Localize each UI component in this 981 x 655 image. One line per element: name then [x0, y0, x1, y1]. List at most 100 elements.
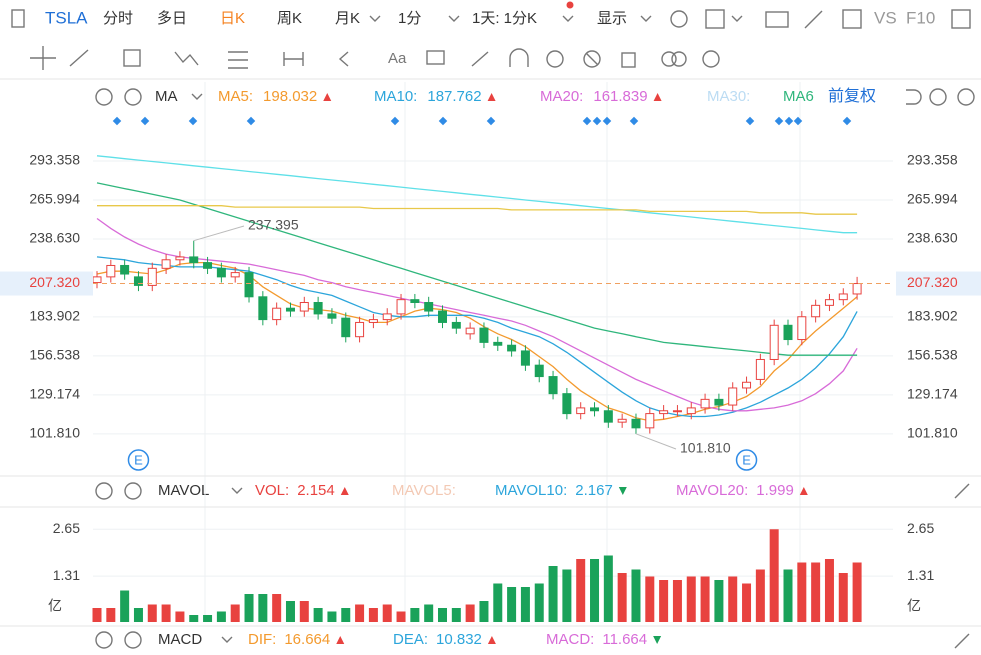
caret	[369, 15, 381, 22]
zoom-out[interactable]	[929, 88, 947, 106]
up-arrow	[323, 93, 332, 101]
candle-body	[659, 410, 669, 415]
indicator-name[interactable]: MACD	[158, 631, 202, 648]
legend-name: MAVOL10:	[495, 482, 567, 499]
volume-bar	[92, 608, 102, 622]
y-tick-label: 1.31	[907, 567, 934, 583]
settings-icon[interactable]	[95, 482, 113, 500]
volume-bar	[203, 615, 213, 622]
candle-body	[714, 398, 724, 406]
up-arrow	[340, 487, 349, 495]
volume-bar	[230, 604, 240, 622]
event-dot	[842, 116, 852, 126]
symbol[interactable]: TSLA	[45, 8, 88, 27]
candle-body	[161, 259, 171, 269]
sidebar-toggle[interactable]	[11, 9, 25, 28]
adjust-mode[interactable]: 前复权	[828, 87, 876, 105]
volume-bar	[824, 559, 834, 622]
candle-body	[175, 256, 185, 261]
indicator-name[interactable]: MAVOL	[158, 482, 209, 499]
volume-bar	[590, 559, 600, 622]
legend-name: MA30:	[707, 88, 750, 105]
badge	[566, 1, 574, 9]
event-dot	[784, 116, 794, 126]
up-arrow	[653, 93, 662, 101]
candle-body	[824, 299, 834, 306]
y-tick-label: 238.630	[29, 230, 80, 246]
panel-icon[interactable]	[951, 9, 971, 29]
settings-icon[interactable]	[95, 631, 113, 649]
event-dot	[793, 116, 803, 126]
display[interactable]: 显示	[597, 10, 627, 27]
tab[interactable]: 日K	[220, 10, 245, 27]
vs[interactable]: VS	[874, 8, 897, 27]
fullscreen-icon[interactable]	[842, 9, 862, 29]
settings-icon[interactable]	[670, 10, 688, 28]
volume-bar	[272, 594, 282, 622]
volume-bar	[355, 604, 365, 622]
candle-body	[534, 364, 544, 378]
range[interactable]: 1天: 1分K	[472, 10, 537, 27]
close-icon[interactable]	[124, 88, 142, 106]
indicator-name[interactable]: MA	[155, 88, 178, 105]
candle-body	[493, 341, 503, 346]
candle-body	[507, 344, 517, 352]
expand-icon[interactable]	[954, 633, 970, 649]
tab[interactable]: 多日	[157, 10, 187, 27]
legend-name: DEA:	[393, 631, 428, 648]
volume-bar	[672, 580, 682, 622]
event-dot	[602, 116, 612, 126]
candle-body	[728, 387, 738, 406]
candle-body	[410, 299, 420, 304]
y-tick-label: 265.994	[907, 191, 958, 207]
svg-text:Aa: Aa	[388, 50, 407, 67]
candle-body	[645, 413, 655, 429]
candle-body	[783, 324, 793, 341]
volume-bar	[755, 569, 765, 622]
candle-body	[230, 272, 240, 278]
y-tick-label: 101.810	[907, 425, 958, 441]
pen-icon[interactable]	[804, 10, 823, 29]
low-label: 101.810	[680, 440, 731, 456]
zoom-in[interactable]	[957, 88, 975, 106]
legend-value: 1.999	[756, 482, 794, 499]
candle-body	[852, 283, 862, 295]
event-dot	[592, 116, 602, 126]
candle-body	[603, 410, 613, 423]
legend-value: 198.032	[263, 88, 317, 105]
candle-body	[631, 418, 641, 429]
y-tick-label: 238.630	[907, 230, 958, 246]
tab[interactable]: 月K	[335, 10, 360, 27]
caret	[731, 15, 743, 22]
candle-body	[755, 358, 765, 380]
close-icon[interactable]	[124, 631, 142, 649]
tab[interactable]: 分时	[103, 10, 133, 27]
volume-bar	[852, 562, 862, 622]
close-icon[interactable]	[124, 482, 142, 500]
tab[interactable]: 周K	[277, 10, 302, 27]
f10[interactable]: F10	[906, 8, 935, 27]
undo-icon[interactable]	[906, 89, 922, 105]
color-icon[interactable]	[705, 9, 725, 29]
y-tick-label: 156.538	[29, 347, 80, 363]
up-arrow	[487, 93, 496, 101]
y-tick-label: 293.358	[29, 152, 80, 168]
volume-bar	[410, 608, 420, 622]
candle-body	[327, 313, 337, 319]
event-dot	[112, 116, 122, 126]
candle-body	[838, 293, 848, 301]
volume-bar	[811, 562, 821, 622]
settings-icon[interactable]	[95, 88, 113, 106]
volume-bar	[258, 594, 268, 622]
interval[interactable]: 1分	[398, 10, 421, 27]
volume-bar	[659, 580, 669, 622]
volume-bar	[493, 583, 503, 622]
camera-icon[interactable]	[765, 11, 789, 28]
legend-value: 10.832	[436, 631, 482, 648]
volume-bar	[783, 569, 793, 622]
expand-icon[interactable]	[954, 483, 970, 499]
volume-bar	[465, 604, 475, 622]
volume-bar	[147, 604, 157, 622]
up-arrow	[799, 487, 808, 495]
volume-bar	[175, 611, 185, 622]
